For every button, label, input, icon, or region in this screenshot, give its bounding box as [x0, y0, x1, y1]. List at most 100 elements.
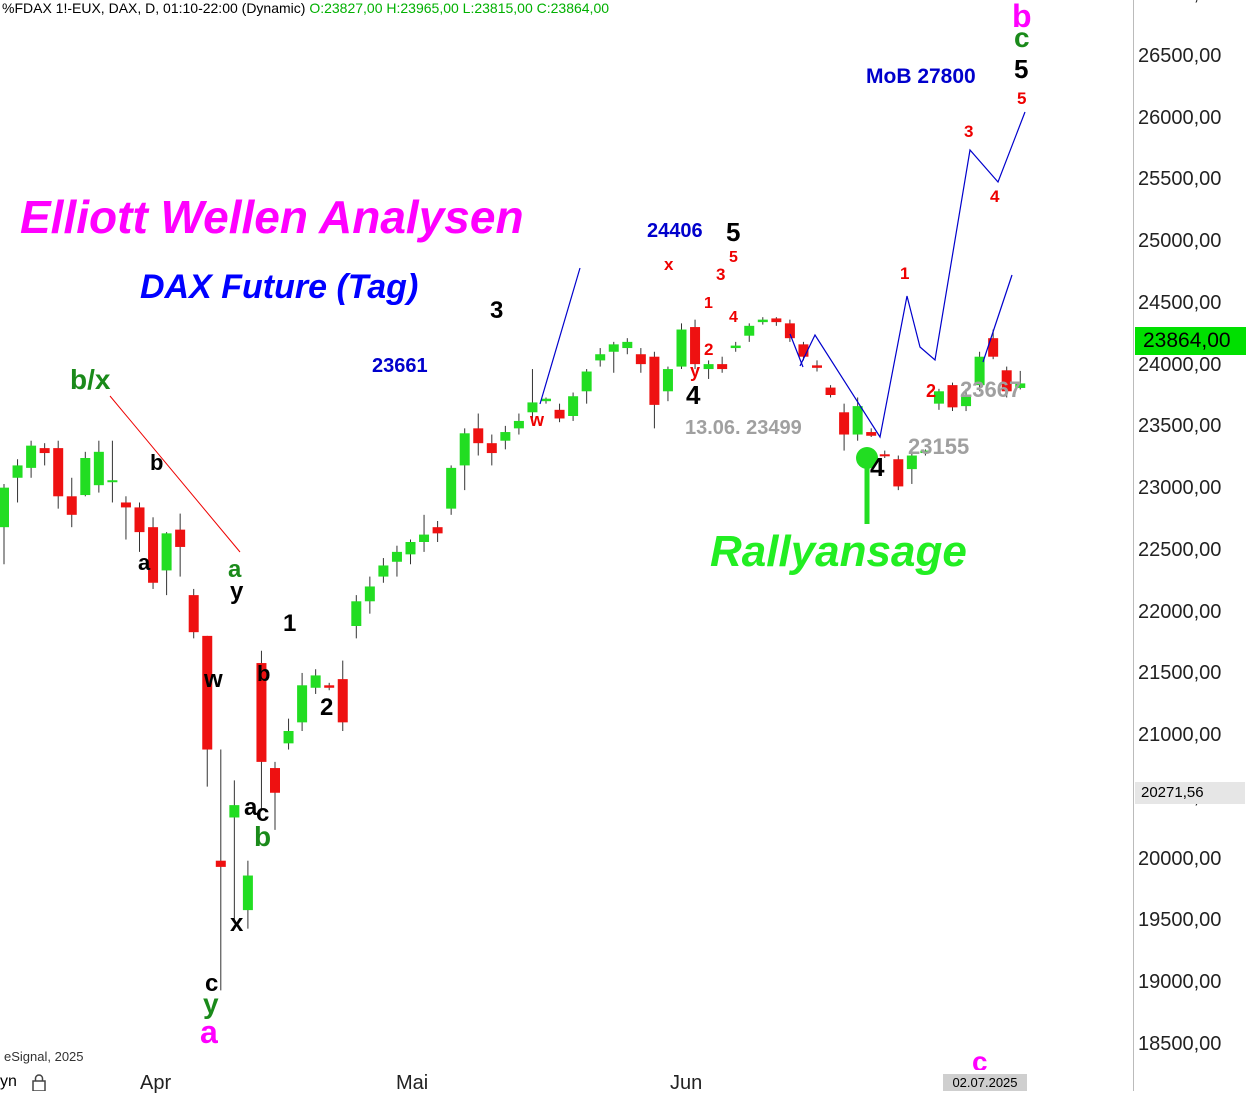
wave-line-small — [789, 333, 804, 368]
candle-up — [676, 329, 687, 367]
wave-label: 23661 — [372, 355, 428, 377]
wave-label: a — [244, 794, 258, 821]
candle-up — [622, 341, 633, 349]
candle-down — [988, 338, 999, 357]
candle-up — [80, 458, 91, 496]
time-axis[interactable] — [0, 1070, 1133, 1091]
wave-label: 4 — [729, 309, 738, 326]
wave-label: 23155 — [908, 434, 970, 459]
candle-up — [0, 487, 9, 528]
rally-label: Rallyansage — [710, 527, 967, 576]
last-price-badge: 23864,00 — [1135, 327, 1246, 355]
candle-down — [432, 527, 443, 534]
candle-down — [825, 387, 836, 395]
rally-signal-marker — [856, 447, 878, 524]
wave-label: 4 — [990, 187, 1000, 206]
y-tick: 26000,00 — [1138, 106, 1222, 129]
y-tick: 19000,00 — [1138, 971, 1222, 994]
wave-label: b/x — [70, 364, 111, 395]
candle-up — [703, 364, 714, 370]
candle-down — [635, 354, 646, 365]
candle-down — [337, 679, 348, 723]
y-tick: 23000,00 — [1138, 477, 1222, 500]
candle-down — [215, 860, 226, 867]
wave-label: 13.06. 23499 — [685, 417, 802, 439]
candle-down — [120, 502, 131, 508]
y-tick: 24000,00 — [1138, 353, 1222, 376]
candle-up — [568, 396, 579, 416]
wave-label: 3 — [964, 122, 974, 141]
wave-label: x — [664, 255, 674, 274]
candle-down — [839, 412, 850, 435]
candle-down — [784, 323, 795, 339]
page-title: Elliott Wellen Analysen — [20, 191, 524, 243]
candle-up — [906, 455, 917, 470]
candle-down — [39, 448, 50, 454]
wave-label: 24406 — [647, 220, 703, 242]
candle-up — [1015, 383, 1026, 388]
wave-label: 3 — [490, 297, 504, 324]
wave-line-w — [539, 267, 581, 405]
x-label-jun: Jun — [670, 1072, 703, 1094]
candle-up — [93, 451, 104, 486]
wave-label: 5 — [729, 249, 738, 266]
wave-label: 5 — [1017, 89, 1027, 108]
candle-down — [134, 507, 145, 533]
candle-up — [283, 731, 294, 744]
candle-up — [391, 551, 402, 562]
wave-label: b — [150, 450, 164, 475]
symbol-info: %FDAX 1!-EUX, DAX, D, 01:10-22:00 (Dynam… — [2, 0, 306, 16]
candle-down — [148, 527, 159, 583]
candle-up — [852, 406, 863, 435]
candle-down — [256, 663, 267, 762]
y-tick: 18500,00 — [1138, 1033, 1222, 1055]
y-tick: 25500,00 — [1138, 168, 1222, 191]
candle-up — [297, 685, 308, 723]
trendline-red — [109, 395, 241, 553]
wave-label: 1 — [283, 610, 297, 637]
candles-layer — [0, 317, 1026, 991]
y-tick: 21000,00 — [1138, 724, 1222, 747]
wave-label: y — [203, 988, 219, 1019]
wave-label: b — [1012, 0, 1032, 34]
wave-label: 1 — [900, 264, 910, 283]
wave-label: 2 — [704, 340, 714, 359]
candle-down — [66, 496, 77, 515]
wave-label: 4 — [870, 452, 885, 482]
candle-down — [798, 344, 809, 357]
candle-up — [744, 325, 755, 336]
candle-up — [513, 420, 524, 429]
candle-up — [920, 450, 931, 454]
wave-label: 4 — [686, 380, 701, 410]
lock-icon[interactable] — [30, 1074, 48, 1091]
candle-up — [961, 395, 972, 407]
candle-down — [879, 454, 890, 457]
candle-up — [229, 805, 240, 818]
y-tick: 19500,00 — [1138, 909, 1222, 932]
candle-up — [446, 467, 457, 509]
candle-up — [12, 465, 23, 478]
y-tick: 22000,00 — [1138, 600, 1222, 623]
candle-up — [933, 391, 944, 404]
candle-down — [717, 364, 728, 370]
wave-label: 2 — [320, 694, 334, 721]
copyright-label: eSignal, 2025 — [4, 1049, 84, 1064]
wave-lines-layer — [109, 111, 1026, 553]
candle-down — [649, 356, 660, 405]
forecast-path-main — [799, 111, 1026, 439]
wave-label: c — [205, 970, 219, 997]
candle-up — [364, 586, 375, 602]
y-tick: 22500,00 — [1138, 538, 1222, 561]
wave-label: c — [256, 800, 270, 827]
candle-down — [324, 685, 335, 688]
wave-label: y — [230, 578, 244, 605]
price-axis[interactable] — [1133, 0, 1246, 1091]
ohlc-values: O:23827,00 H:23965,00 L:23815,00 C:23864… — [309, 0, 610, 16]
wave-label: a — [138, 550, 151, 575]
nav-label: yn — [0, 1073, 17, 1090]
candle-up — [310, 675, 321, 688]
wave-label: c — [972, 1046, 988, 1077]
candlestick-chart[interactable] — [0, 0, 1133, 1070]
forecast-path-alt — [982, 274, 1013, 363]
y-tick: 25000,00 — [1138, 230, 1222, 253]
